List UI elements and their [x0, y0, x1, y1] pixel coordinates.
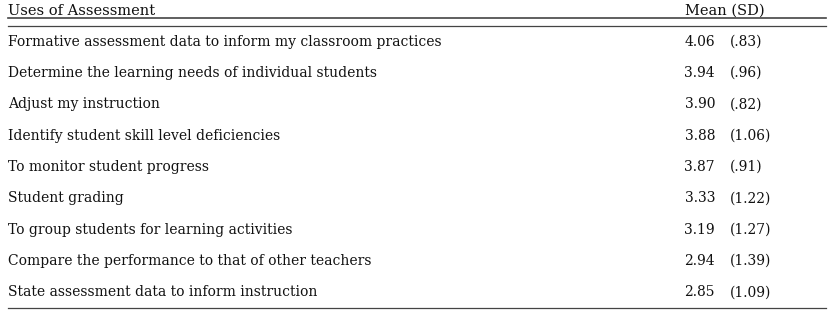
Text: 2.94: 2.94	[685, 254, 715, 268]
Text: (1.09): (1.09)	[730, 285, 771, 299]
Text: To monitor student progress: To monitor student progress	[8, 160, 209, 174]
Text: Determine the learning needs of individual students: Determine the learning needs of individu…	[8, 66, 377, 80]
Text: (.83): (.83)	[730, 35, 762, 49]
Text: Adjust my instruction: Adjust my instruction	[8, 97, 160, 111]
Text: 2.85: 2.85	[685, 285, 715, 299]
Text: Student grading: Student grading	[8, 191, 123, 205]
Text: Uses of Assessment: Uses of Assessment	[8, 4, 155, 18]
Text: (1.39): (1.39)	[730, 254, 771, 268]
Text: 3.94: 3.94	[685, 66, 715, 80]
Text: Formative assessment data to inform my classroom practices: Formative assessment data to inform my c…	[8, 35, 442, 49]
Text: (.91): (.91)	[730, 160, 762, 174]
Text: (.82): (.82)	[730, 97, 762, 111]
Text: Mean (SD): Mean (SD)	[686, 4, 765, 18]
Text: (1.22): (1.22)	[730, 191, 771, 205]
Text: (.96): (.96)	[730, 66, 762, 80]
Text: To group students for learning activities: To group students for learning activitie…	[8, 223, 293, 237]
Text: 3.88: 3.88	[685, 129, 715, 143]
Text: Identify student skill level deficiencies: Identify student skill level deficiencie…	[8, 129, 280, 143]
Text: Compare the performance to that of other teachers: Compare the performance to that of other…	[8, 254, 371, 268]
Text: (1.27): (1.27)	[730, 223, 771, 237]
Text: 3.90: 3.90	[685, 97, 715, 111]
Text: (1.06): (1.06)	[730, 129, 771, 143]
Text: State assessment data to inform instruction: State assessment data to inform instruct…	[8, 285, 318, 299]
Text: 4.06: 4.06	[685, 35, 715, 49]
Text: 3.33: 3.33	[685, 191, 715, 205]
Text: 3.19: 3.19	[685, 223, 715, 237]
Text: 3.87: 3.87	[685, 160, 715, 174]
